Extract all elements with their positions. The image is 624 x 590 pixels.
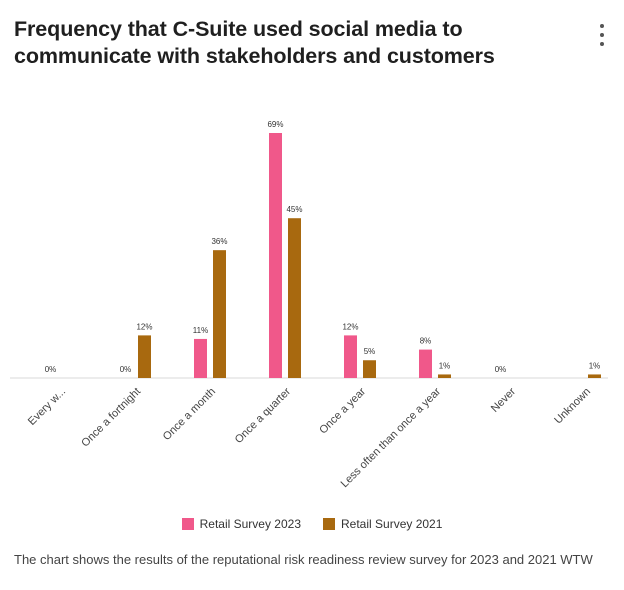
data-label-2021-7: 1% — [589, 361, 601, 370]
more-options-icon[interactable] — [592, 24, 612, 46]
chart-caption: The chart shows the results of the reput… — [14, 552, 593, 567]
data-label-2021-4: 5% — [364, 347, 376, 356]
legend-item-2021[interactable]: Retail Survey 2021 — [323, 517, 442, 531]
data-label-2023-4: 12% — [342, 322, 358, 331]
bar-2023-2[interactable] — [194, 338, 207, 378]
data-label-2023-6: 0% — [495, 365, 507, 374]
bar-2021-4[interactable] — [363, 360, 376, 378]
chart-legend: Retail Survey 2023 Retail Survey 2021 — [0, 517, 624, 531]
x-tick-label-4: Once a year — [317, 385, 368, 436]
bar-2023-4[interactable] — [344, 335, 357, 378]
data-label-2021-2: 36% — [211, 237, 227, 246]
legend-swatch-2021 — [323, 518, 335, 530]
data-label-2023-5: 8% — [420, 337, 432, 346]
x-tick-label-7: Unknown — [552, 386, 593, 427]
bar-2021-5[interactable] — [438, 374, 451, 378]
x-tick-label-2: Once a month — [161, 386, 218, 443]
x-tick-label-0: Every w... — [26, 386, 68, 428]
data-label-2021-5: 1% — [439, 361, 451, 370]
data-label-2023-0: 0% — [45, 365, 57, 374]
data-label-2023-3: 69% — [267, 120, 283, 129]
bar-2023-3[interactable] — [269, 133, 282, 378]
legend-label-2021: Retail Survey 2021 — [341, 517, 443, 531]
bar-2021-7[interactable] — [588, 374, 601, 378]
data-label-2023-1: 0% — [120, 365, 132, 374]
legend-item-2023[interactable]: Retail Survey 2023 — [181, 517, 301, 531]
bar-2023-5[interactable] — [419, 349, 432, 378]
data-label-2021-1: 12% — [136, 322, 152, 331]
bar-chart: 0% 0% 12% 11% 36% 69% 45% 12% 5% 8% 1% 0% 1% Every w… — [10, 120, 608, 490]
legend-swatch-2023 — [181, 518, 194, 530]
bar-2021-2[interactable] — [213, 250, 226, 378]
bar-2021-3[interactable] — [288, 218, 301, 378]
data-label-2023-2: 11% — [193, 326, 208, 335]
x-tick-label-6: Never — [489, 385, 518, 414]
data-label-2021-3: 45% — [286, 205, 302, 214]
x-tick-label-1: Once a fortnight — [79, 386, 143, 450]
legend-label-2023: Retail Survey 2023 — [199, 517, 301, 531]
bar-2021-1[interactable] — [138, 335, 151, 378]
chart-title: Frequency that C-Suite used social media… — [14, 17, 495, 68]
x-tick-label-3: Once a quarter — [233, 385, 294, 446]
